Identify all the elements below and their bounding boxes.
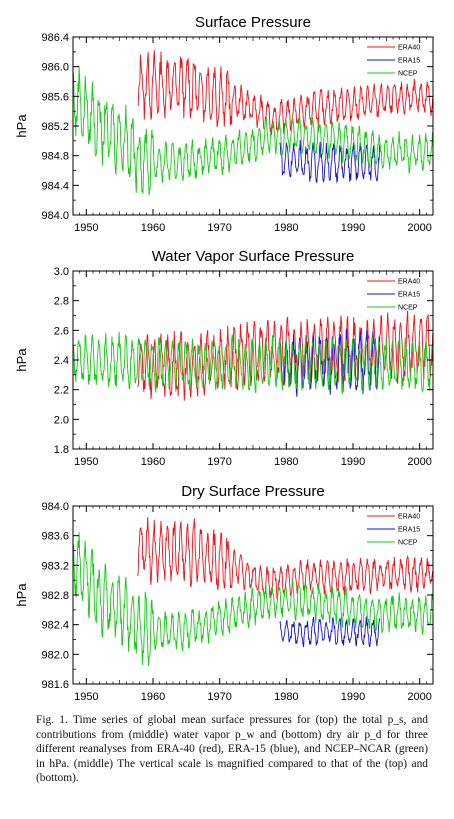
y-tick-label: 982.8 <box>41 590 69 602</box>
y-tick-label: 983.2 <box>41 560 69 572</box>
y-axis-label: hPa <box>14 114 29 138</box>
y-tick-label: 2.6 <box>54 325 69 337</box>
y-tick-label: 984.0 <box>41 210 69 222</box>
chart-title: Water Vapor Surface Pressure <box>152 248 355 265</box>
x-tick-label: 1950 <box>74 691 98 703</box>
x-tick-label: 2000 <box>407 222 431 234</box>
y-tick-label: 985.2 <box>41 121 69 133</box>
caption-text: Time series of global mean surface press… <box>36 714 428 785</box>
x-tick-label: 1990 <box>341 456 365 468</box>
x-tick-label: 1980 <box>274 456 298 468</box>
figure: Surface Pressure hPa 984.0 984.4 984.8 985.2 9… <box>14 14 434 703</box>
y-tick-label: 2.8 <box>54 296 69 308</box>
y-tick-label: 2.2 <box>54 385 69 397</box>
y-tick-label: 985.6 <box>41 91 69 103</box>
caption-label: Fig. 1. <box>36 714 68 726</box>
legend-label: NCEP <box>398 540 418 547</box>
x-tick-label: 1970 <box>207 691 231 703</box>
series-line-era15 <box>279 139 381 184</box>
legend-label: ERA40 <box>398 279 420 286</box>
legend-label: ERA15 <box>398 527 420 534</box>
legend: ERA40 ERA15 NCEP <box>367 279 420 312</box>
figure-caption: Fig. 1. Time series of global mean surfa… <box>36 713 428 786</box>
panel-dry-surface-pressure: Dry Surface Pressure hPa 981.6 982.0 982.4 98… <box>14 483 434 703</box>
y-tick-label: 986.0 <box>41 62 69 74</box>
x-tick-label: 1970 <box>207 456 231 468</box>
legend-label: ERA40 <box>398 45 420 52</box>
series-line-ncep <box>73 532 433 666</box>
y-tick-label: 982.4 <box>41 620 69 632</box>
y-axis-label: hPa <box>14 348 29 372</box>
x-tick-label: 1950 <box>74 456 98 468</box>
y-tick-label: 983.6 <box>41 531 69 543</box>
series-line-ncep <box>73 331 433 395</box>
y-tick-label: 984.4 <box>41 180 69 192</box>
x-tick-label: 1980 <box>274 691 298 703</box>
x-tick-label: 1960 <box>141 222 165 234</box>
y-axis-label: hPa <box>14 583 29 607</box>
panel-water-vapor-surface-pressure: Water Vapor Surface Pressure hPa 1.8 2.0 2.2… <box>14 248 434 468</box>
chart-title: Dry Surface Pressure <box>181 483 324 500</box>
series-line-era15 <box>279 328 381 397</box>
y-tick-label: 984.0 <box>41 501 69 513</box>
x-tick-label: 2000 <box>407 691 431 703</box>
y-tick-label: 1.8 <box>54 444 69 456</box>
legend-label: ERA40 <box>398 514 420 521</box>
legend-label: NCEP <box>398 71 418 78</box>
series-line-era15 <box>279 616 381 648</box>
legend-label: ERA15 <box>398 292 420 299</box>
y-tick-label: 982.0 <box>41 649 69 661</box>
legend-label: NCEP <box>398 305 418 312</box>
chart-title: Surface Pressure <box>195 14 311 31</box>
y-tick-label: 986.4 <box>41 32 69 44</box>
y-tick-label: 2.4 <box>54 355 69 367</box>
x-tick-label: 1950 <box>74 222 98 234</box>
series-line-ncep <box>73 65 433 196</box>
panel-surface-pressure: Surface Pressure hPa 984.0 984.4 984.8 985.2 9… <box>14 14 434 234</box>
x-tick-label: 1960 <box>141 456 165 468</box>
legend: ERA40 ERA15 NCEP <box>367 45 420 78</box>
y-tick-label: 2.0 <box>54 414 69 426</box>
y-tick-label: 981.6 <box>41 679 69 691</box>
y-tick-label: 984.8 <box>41 151 69 163</box>
x-tick-label: 1990 <box>341 691 365 703</box>
x-tick-label: 2000 <box>407 456 431 468</box>
x-tick-label: 1990 <box>341 222 365 234</box>
y-tick-label: 3.0 <box>54 266 69 278</box>
x-tick-label: 1960 <box>141 691 165 703</box>
legend-label: ERA15 <box>398 58 420 65</box>
legend: ERA40 ERA15 NCEP <box>367 514 420 547</box>
x-tick-label: 1980 <box>274 222 298 234</box>
x-tick-label: 1970 <box>207 222 231 234</box>
